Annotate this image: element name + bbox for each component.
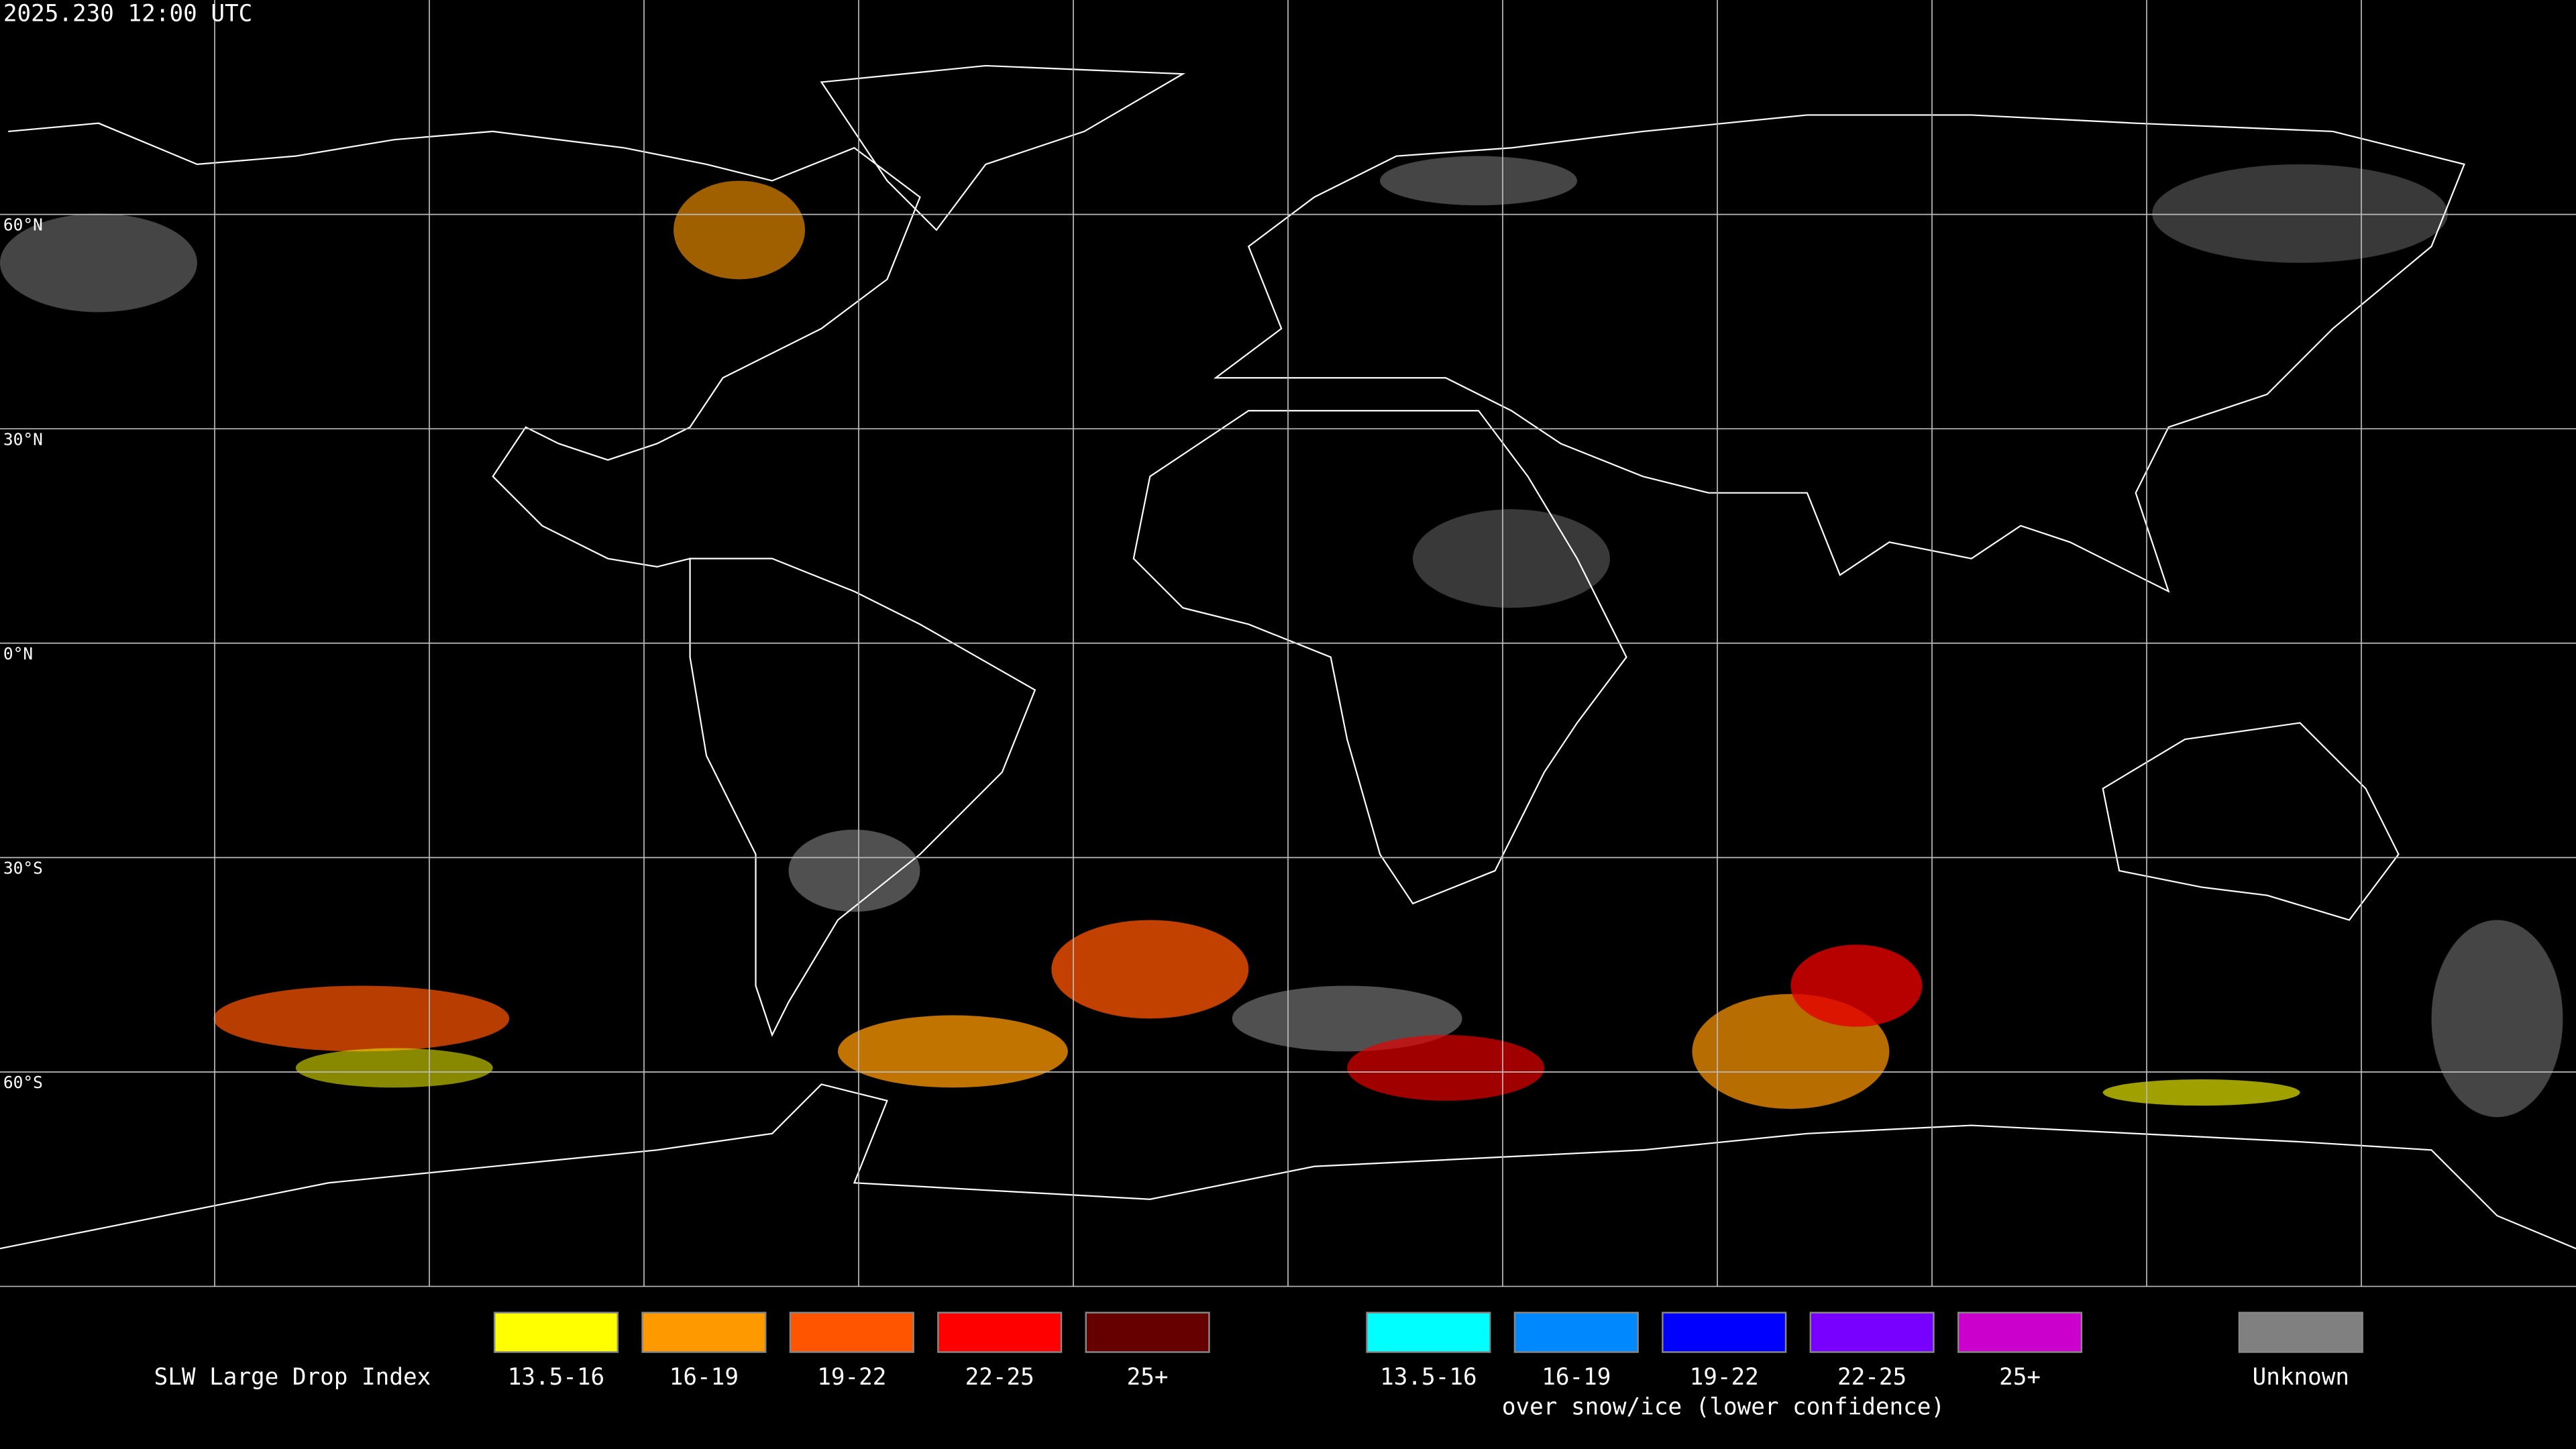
ldi-patch <box>1790 945 1923 1027</box>
legend-label: 19-22 <box>1690 1364 1759 1391</box>
africa-coast <box>1132 410 1627 905</box>
unknown-patch <box>2431 920 2563 1118</box>
legend-label: 25+ <box>1127 1364 1169 1391</box>
timestamp: 2025.230 12:00 UTC <box>3 1 252 28</box>
ldi-patch <box>295 1048 493 1088</box>
legend-swatch <box>1513 1311 1639 1353</box>
latitude-label: 30°N <box>3 429 43 449</box>
unknown-patch <box>2152 164 2448 263</box>
legend-label: 16-19 <box>669 1364 739 1391</box>
ldi-patch <box>837 1015 1068 1088</box>
legend-swatch <box>1662 1311 1787 1353</box>
legend-label: 25+ <box>1999 1364 2041 1391</box>
coastlines <box>0 64 2576 1250</box>
legend-swatch <box>789 1311 914 1353</box>
legend-label: 16-19 <box>1542 1364 1611 1391</box>
legend-swatch <box>937 1311 1063 1353</box>
legend: SLW Large Drop Index over snow/ice (lowe… <box>154 1311 2363 1420</box>
latitude-label: 30°S <box>3 859 43 878</box>
ldi-patch <box>2102 1079 2300 1106</box>
unknown-patch <box>1232 985 1462 1052</box>
ldi-patch <box>1347 1034 1545 1101</box>
ldi-patch <box>213 985 510 1052</box>
map: 60°N 30°N 0°N 30°S 60°S <box>0 0 2576 1287</box>
legend-swatch <box>641 1311 767 1353</box>
north-america-coast <box>8 122 921 568</box>
cloud-patches <box>0 156 2563 1118</box>
legend-label: 22-25 <box>1837 1364 1907 1391</box>
latitude-label: 60°N <box>3 215 43 235</box>
legend-label: 13.5-16 <box>1380 1364 1477 1391</box>
legend-label: 22-25 <box>965 1364 1034 1391</box>
legend-swatch <box>1957 1311 2083 1353</box>
legend-swatch <box>1366 1311 1491 1353</box>
south-america-coast <box>689 557 1036 1037</box>
antarctica-coast <box>0 1083 2576 1250</box>
graticule: 60°N 30°N 0°N 30°S 60°S <box>0 0 2576 1287</box>
australia-coast <box>2102 722 2400 921</box>
latitude-label: 60°S <box>3 1073 43 1092</box>
legend-swatch <box>1809 1311 1935 1353</box>
legend-caption: over snow/ice (lower confidence) <box>1502 1393 1945 1420</box>
legend-swatch <box>2238 1311 2363 1353</box>
unknown-patch <box>0 213 197 313</box>
latitude-label: 0°N <box>3 644 33 663</box>
unknown-patch <box>788 829 920 912</box>
ldi-patch <box>674 180 805 280</box>
legend-label: 19-22 <box>817 1364 886 1391</box>
unknown-patch <box>1413 509 1610 608</box>
ldi-patch <box>1051 920 1249 1019</box>
greenland-coast <box>820 64 1186 231</box>
legend-label: 13.5-16 <box>508 1364 604 1391</box>
unknown-patch <box>1380 156 1578 206</box>
eurasia-coast <box>1213 114 2465 593</box>
legend-title: SLW Large Drop Index <box>154 1364 431 1391</box>
legend-swatch <box>1085 1311 1210 1353</box>
legend-label: Unknown <box>2253 1364 2349 1391</box>
legend-swatch <box>493 1311 619 1353</box>
